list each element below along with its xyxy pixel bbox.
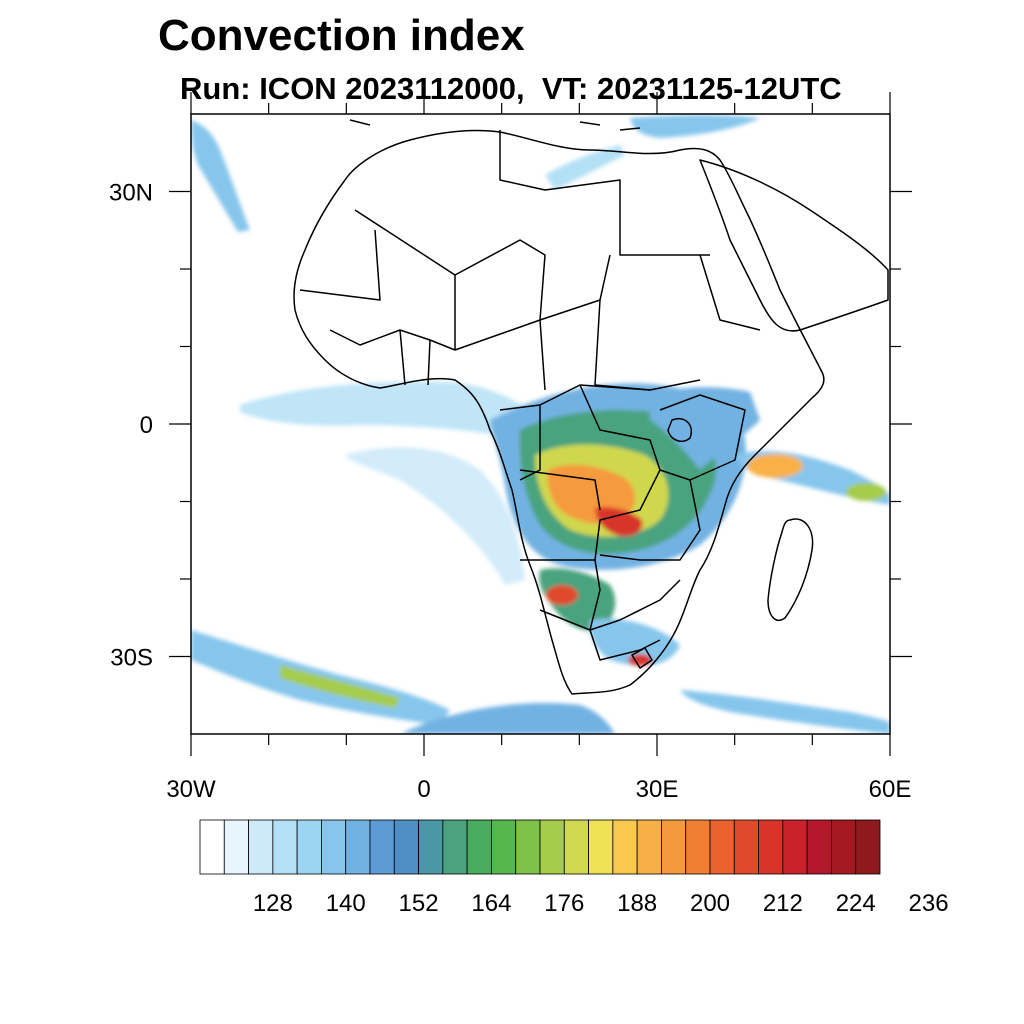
field-southern-africa xyxy=(539,568,616,631)
colorbar-swatch xyxy=(491,819,517,875)
colorbar-swatch xyxy=(661,819,687,875)
field-southern-ocean-band-2 xyxy=(400,703,615,734)
border-central-3 xyxy=(519,394,746,511)
colorbar-label: 176 xyxy=(544,890,584,917)
field-northwest-band xyxy=(191,120,250,232)
colorbar-swatch xyxy=(709,819,735,875)
border-sahara-1 xyxy=(354,209,546,321)
colorbar-swatch xyxy=(588,819,614,875)
border-sahara-2 xyxy=(499,130,710,256)
lat-tick-label: 30N xyxy=(109,180,153,207)
field-atlantic-band xyxy=(240,381,540,440)
field-indian-ocean-cell-1 xyxy=(747,454,803,478)
colorbar-swatch xyxy=(758,819,784,875)
field-southern-ocean-band-1-core xyxy=(280,665,400,708)
colorbar-label: 200 xyxy=(690,890,730,917)
colorbar-label: 128 xyxy=(253,890,293,917)
colorbar-swatch xyxy=(806,819,832,875)
colorbar-swatch xyxy=(321,819,347,875)
madagascar xyxy=(767,518,814,621)
colorbar-swatch xyxy=(272,819,298,875)
colorbar-label: 140 xyxy=(326,890,366,917)
lat-tick-label: 0 xyxy=(140,412,153,439)
colorbar-swatch xyxy=(248,819,274,875)
colorbar-swatch xyxy=(393,819,419,875)
lon-tick-label: 0 xyxy=(417,776,430,803)
map-title: Convection index xyxy=(158,11,525,60)
axis-ticks xyxy=(169,92,912,756)
lake-victoria xyxy=(667,418,692,442)
mediterranean-islands xyxy=(349,119,641,131)
border-west-africa xyxy=(329,329,456,386)
field-north-mediterranean xyxy=(630,115,760,138)
field-southern-ocean-band-3 xyxy=(680,690,890,734)
colorbar-label: 224 xyxy=(836,890,876,917)
field-congo-red xyxy=(595,507,643,537)
colorbar-labels: 128 140 152 164 176 188 200 212 224 236 xyxy=(253,890,949,917)
lon-tick-label: 30E xyxy=(636,776,679,803)
field-indian-ocean-cell-2 xyxy=(846,483,886,501)
colorbar-swatch xyxy=(733,819,759,875)
colorbar xyxy=(199,819,881,875)
colorbar-label: 152 xyxy=(399,890,439,917)
coastlines-and-borders xyxy=(293,119,889,695)
field-southwest-plume xyxy=(345,447,525,585)
convection-field xyxy=(191,115,890,734)
plot-area xyxy=(191,114,890,734)
colorbar-swatch xyxy=(369,819,395,875)
colorbar-swatch xyxy=(831,819,857,875)
border-east-1 xyxy=(599,479,701,561)
lon-tick-label: 60E xyxy=(869,776,912,803)
border-central-1 xyxy=(499,384,651,481)
lon-tick-label: 30W xyxy=(166,776,216,803)
colorbar-label: 236 xyxy=(909,890,949,917)
field-namibia-cell xyxy=(546,585,578,605)
colorbar-swatch xyxy=(466,819,492,875)
colorbar-swatch xyxy=(345,819,371,875)
africa-coastline xyxy=(293,129,825,695)
colorbar-swatch xyxy=(539,819,565,875)
colorbar-label: 188 xyxy=(617,890,657,917)
colorbar-swatch xyxy=(418,819,444,875)
colorbar-label: 212 xyxy=(763,890,803,917)
colorbar-label: 164 xyxy=(471,890,511,917)
colorbar-swatch xyxy=(782,819,808,875)
colorbar-swatch xyxy=(636,819,662,875)
colorbar-swatch xyxy=(199,819,225,875)
border-southern-2 xyxy=(539,609,661,661)
colorbar-swatch xyxy=(296,819,322,875)
colorbar-swatch xyxy=(612,819,638,875)
field-south-africa xyxy=(589,618,680,666)
arabian-peninsula xyxy=(699,159,889,332)
colorbar-swatch xyxy=(855,819,881,875)
lat-tick-label: 30S xyxy=(110,645,153,672)
colorbar-swatch xyxy=(515,819,541,875)
colorbar-swatch xyxy=(563,819,589,875)
field-lesotho-cell xyxy=(628,654,652,666)
axis-tick-labels: 30W 0 30E 60E 30N 0 30S xyxy=(109,180,911,804)
lesotho xyxy=(631,647,653,669)
map-subtitle: Run: ICON 2023112000, VT: 20231125-12UTC xyxy=(180,71,842,106)
colorbar-swatch xyxy=(685,819,711,875)
field-libya-band xyxy=(545,145,625,190)
colorbar-swatch xyxy=(442,819,468,875)
colorbar-swatch xyxy=(223,819,249,875)
field-east-africa xyxy=(650,387,760,470)
